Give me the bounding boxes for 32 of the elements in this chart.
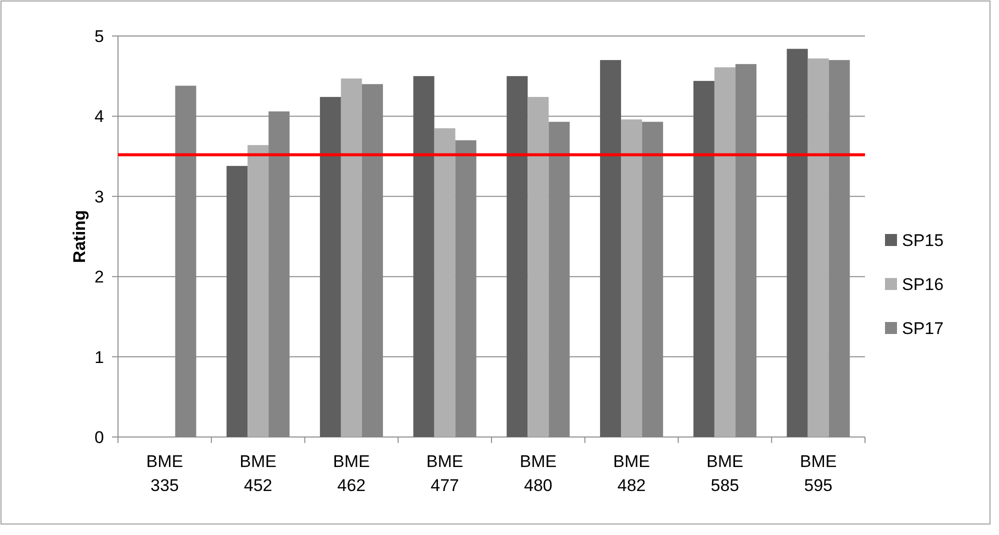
x-tick-label: BME 585 bbox=[706, 452, 744, 495]
bar bbox=[808, 58, 829, 437]
bar bbox=[434, 128, 456, 437]
bar bbox=[714, 67, 736, 437]
bar bbox=[320, 96, 341, 437]
bar bbox=[528, 96, 549, 437]
x-tick-label: BME 482 bbox=[613, 452, 650, 495]
x-tick-label: BME 477 bbox=[426, 452, 464, 495]
bar bbox=[413, 76, 434, 437]
x-tick-label: BME 335 bbox=[146, 452, 184, 495]
x-tick-label: BME 595 bbox=[800, 452, 837, 495]
y-tick-label: 5 bbox=[94, 26, 104, 46]
x-tick-label: BME 462 bbox=[333, 452, 370, 495]
bar bbox=[248, 145, 269, 437]
bar bbox=[621, 119, 642, 437]
y-axis-title: Rating bbox=[70, 210, 89, 263]
bar bbox=[600, 60, 622, 437]
bar bbox=[693, 80, 714, 437]
legend-label: SP16 bbox=[902, 274, 944, 294]
legend-label: SP17 bbox=[902, 318, 944, 338]
y-tick-label: 2 bbox=[94, 268, 104, 287]
y-tick-label: 0 bbox=[94, 428, 104, 447]
x-tick-label: BME 452 bbox=[240, 452, 276, 495]
bar bbox=[340, 78, 362, 437]
y-tick-label: 3 bbox=[94, 187, 104, 206]
y-tick-label: 4 bbox=[94, 107, 104, 126]
legend-label: SP15 bbox=[902, 230, 944, 250]
x-tick-label: BME 480 bbox=[520, 452, 557, 495]
bar bbox=[506, 76, 528, 437]
bar bbox=[786, 48, 808, 437]
bar bbox=[226, 166, 248, 437]
y-tick-label: 1 bbox=[94, 348, 104, 367]
